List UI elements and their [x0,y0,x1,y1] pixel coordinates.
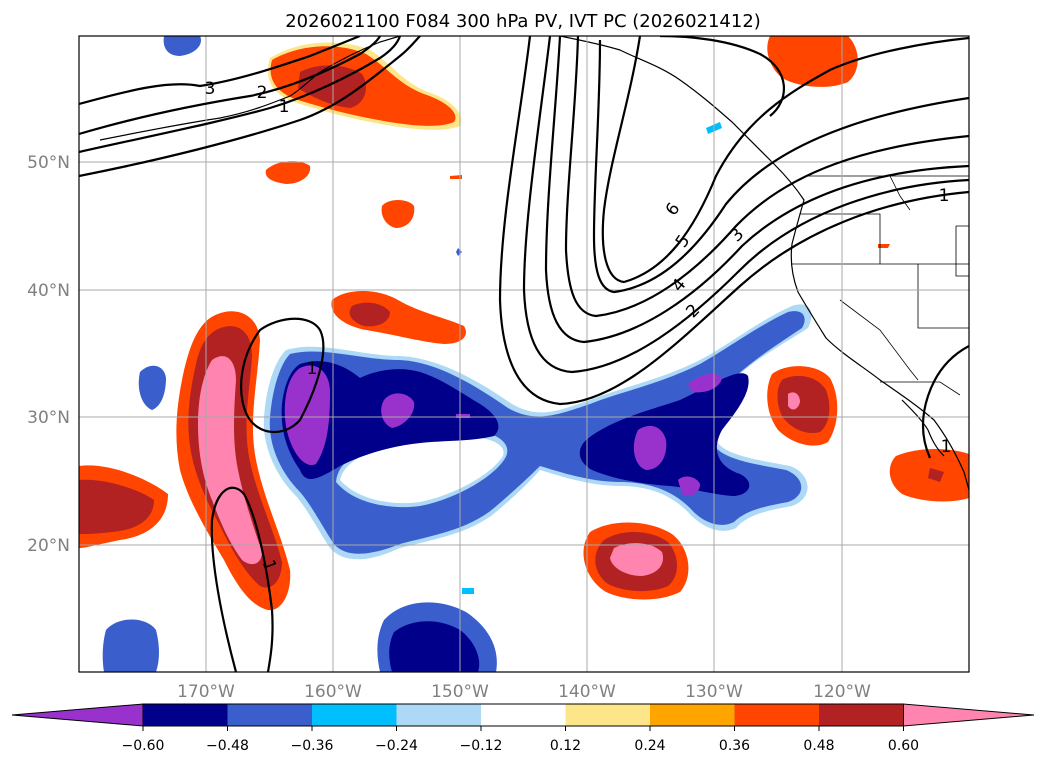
colorbar-segment [650,704,735,726]
lat-label: 40°N [27,281,70,301]
colorbar-segment [143,704,228,726]
colorbar-tick-label: −0.60 [122,738,165,754]
lon-label: 160°W [304,682,362,702]
map-frame [78,35,970,673]
lat-label: 30°N [27,408,70,428]
colorbar-segment [565,704,651,726]
colorbar-tick-label: 0.12 [550,738,581,754]
colorbar-tick-label: −0.36 [291,738,334,754]
colorbar-tick-label: 0.36 [719,738,750,754]
coastlines [99,36,969,491]
lon-label: 140°W [558,682,616,702]
lon-label: 170°W [177,682,235,702]
latitude-labels: 50°N 40°N 30°N 20°N [27,153,70,556]
colorbar-tick-label: −0.24 [375,738,418,754]
contour-label: 1 [307,359,318,379]
lat-label: 50°N [27,153,70,173]
colorbar-tick-label: 0.24 [634,738,665,754]
map-content: 3 2 1 6 5 3 4 2 1 1 1 1 [79,36,969,672]
colorbar-segment [312,704,397,726]
figure-title: 2026021100 F084 300 hPa PV, IVT PC (2026… [285,11,761,32]
colorbar-segment [481,704,566,726]
colorbar: −0.60 −0.48 −0.36 −0.24 −0.12 0.12 0.24 0.36 0.4… [11,703,1035,754]
colorbar-tick-label: 0.60 [888,738,919,754]
contour-label: 1 [939,186,950,206]
contour-label: 1 [941,437,952,457]
colorbar-extend-left [11,703,144,727]
colorbar-outline [142,703,904,727]
lon-label: 150°W [431,682,489,702]
colorbar-segment [734,704,820,726]
pv-negative-anomalies [102,122,812,672]
contour-label: 2 [257,83,268,103]
colorbar-segment [396,704,482,726]
colorbar-tick-label: 0.48 [803,738,834,754]
contour-label: 1 [279,97,290,117]
longitude-labels: 170°W 160°W 150°W 140°W 130°W 120°W [177,682,871,702]
colorbar-segment [819,704,904,726]
colorbar-tick-label: −0.12 [460,738,503,754]
graticule [79,36,969,672]
colorbar-extend-right [903,703,1035,727]
ivt-contours [79,36,969,672]
colorbar-tick-label: −0.48 [206,738,249,754]
lon-label: 130°W [685,682,743,702]
lat-label: 20°N [27,536,70,556]
lon-label: 120°W [813,682,871,702]
contour-label: 3 [205,79,216,99]
colorbar-segment [227,704,313,726]
